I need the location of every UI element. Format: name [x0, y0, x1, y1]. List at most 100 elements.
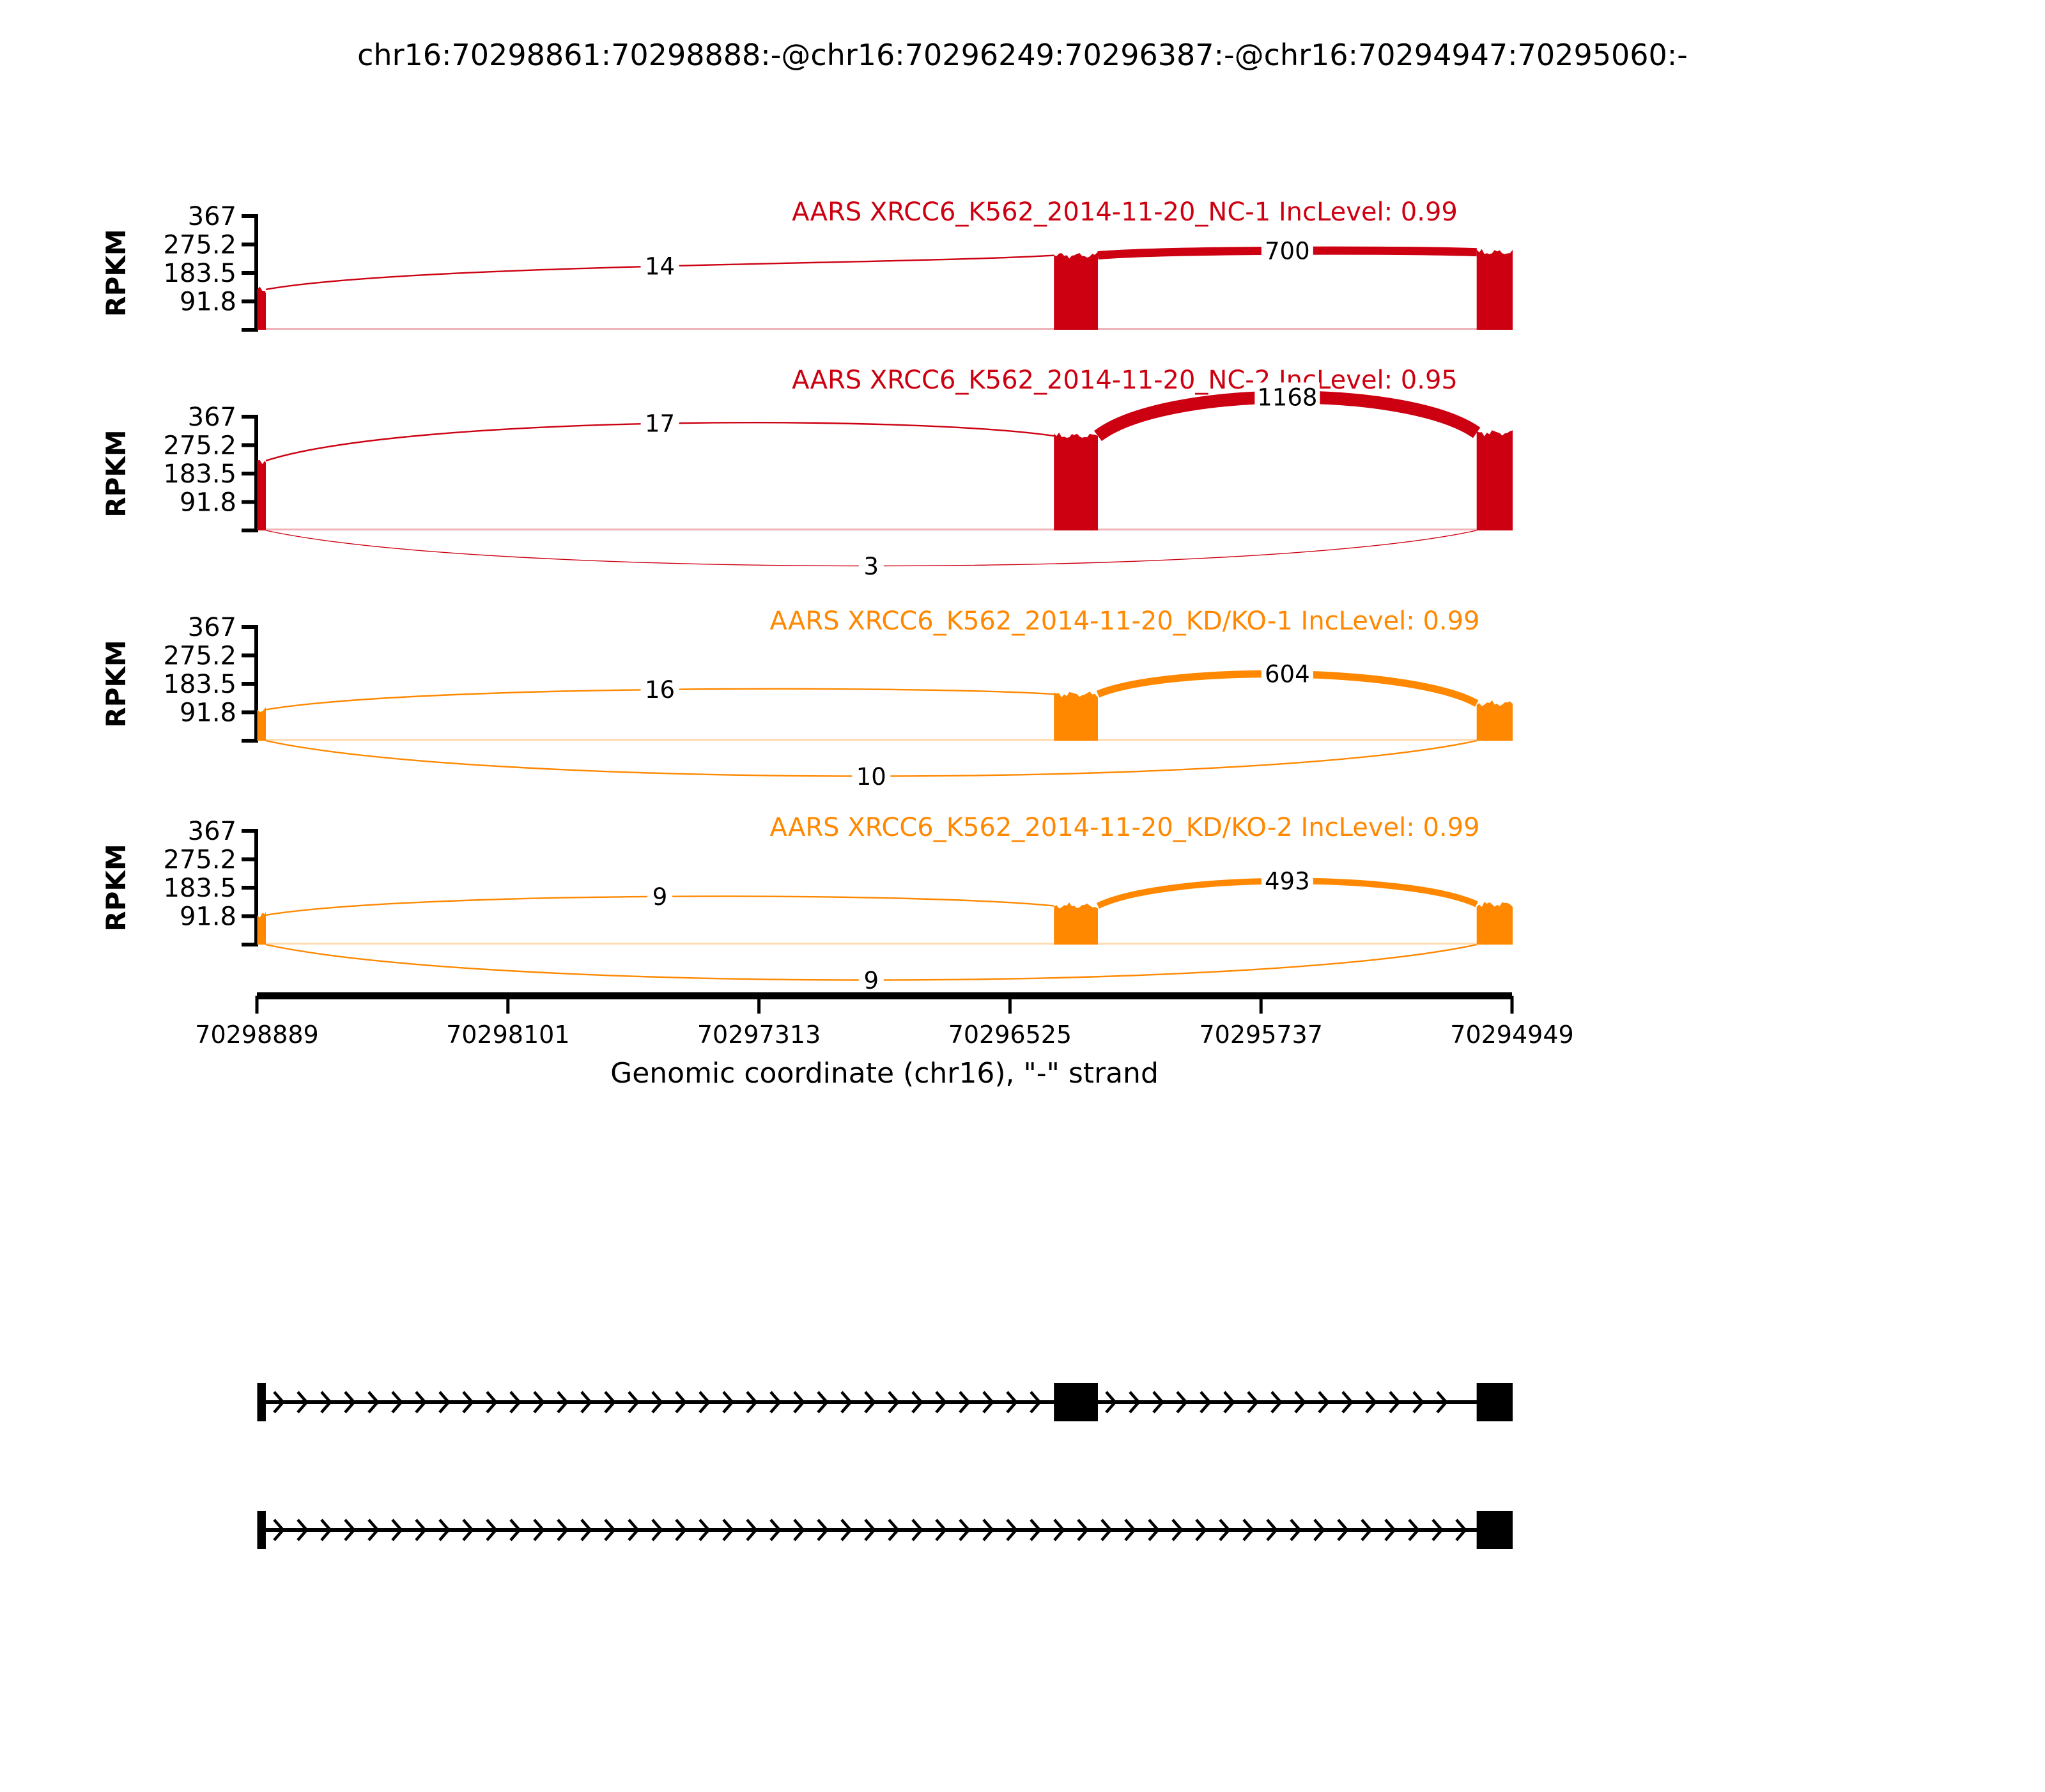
junction-count-label: 604 — [1265, 661, 1310, 688]
exon-coverage-upstream — [257, 911, 266, 945]
figure-title: chr16:70298861:70298888:-@chr16:70296249… — [357, 38, 1688, 72]
strand-arrow-icon — [1171, 1518, 1184, 1541]
intron-baseline-coverage — [257, 943, 1512, 945]
strand-arrow-icon — [1176, 1391, 1188, 1414]
junction-count-label-gap — [640, 408, 679, 438]
x-tick-label: 70298101 — [446, 1021, 569, 1049]
strand-arrow-icon — [769, 1518, 782, 1541]
strand-arrow-icon — [1270, 1391, 1283, 1414]
strand-arrow-icon — [1365, 1391, 1377, 1414]
junction-count-label-gap — [1261, 659, 1313, 689]
strand-arrow-icon — [911, 1518, 923, 1541]
strand-arrow-icon — [1247, 1391, 1259, 1414]
strand-arrow-icon — [509, 1518, 521, 1541]
strand-arrow-icon — [1129, 1391, 1141, 1414]
track-title: AARS XRCC6_K562_2014-11-20_NC-2 IncLevel… — [792, 366, 1458, 395]
strand-arrow-icon — [1006, 1391, 1018, 1414]
strand-arrow-icon — [1077, 1518, 1089, 1541]
strand-arrow-icon — [462, 1518, 474, 1541]
strand-arrow-icon — [1223, 1391, 1235, 1414]
strand-arrow-icon — [604, 1391, 616, 1414]
junction-count-label: 16 — [645, 676, 675, 704]
strand-arrow-icon — [935, 1518, 947, 1541]
strand-arrow-icon — [580, 1391, 592, 1414]
exon-coverage-skipped — [1054, 432, 1098, 530]
x-tick-label: 70298889 — [195, 1021, 318, 1049]
isoform-structure-diagrams — [257, 1383, 1513, 1549]
junction-count-label: 3 — [864, 553, 879, 580]
strand-arrow-icon — [1408, 1518, 1420, 1541]
junction-count-label-gap — [1261, 236, 1313, 266]
x-axis: 70298889 70298101 70297313 70296525 70295737… — [195, 992, 1574, 1090]
strand-arrow-icon — [1294, 1391, 1306, 1414]
track-title: AARS XRCC6_K562_2014-11-20_KD/KO-2 IncLe… — [769, 813, 1479, 842]
skipping-isoform — [257, 1511, 1513, 1549]
junction-count-label: 17 — [645, 410, 675, 438]
strand-arrow-icon — [297, 1518, 309, 1541]
strand-arrow-icon — [628, 1518, 640, 1541]
strand-arrow-icon — [557, 1391, 569, 1414]
junction-count-label: 493 — [1265, 868, 1310, 895]
junction-count-label: 10 — [856, 763, 886, 791]
x-axis-title: Genomic coordinate (chr16), "-" strand — [610, 1057, 1159, 1090]
strand-arrow-icon — [1148, 1518, 1160, 1541]
y-tick-label: 367 — [188, 202, 236, 231]
strand-arrow-icon — [1436, 1391, 1448, 1414]
strand-arrow-icon — [1266, 1518, 1278, 1541]
strand-arrow-icon — [1195, 1518, 1207, 1541]
strand-arrow-icon — [1341, 1391, 1354, 1414]
exon-coverage-downstream — [1476, 429, 1513, 530]
strand-arrow-icon — [935, 1391, 947, 1414]
exon-coverage-downstream — [1476, 902, 1513, 945]
strand-arrow-icon — [297, 1391, 309, 1414]
strand-arrow-icon — [722, 1391, 734, 1414]
x-tick-label: 70294949 — [1450, 1021, 1573, 1049]
strand-arrow-icon — [1412, 1391, 1424, 1414]
exon-coverage-upstream — [257, 460, 266, 530]
strand-arrow-icon — [1313, 1518, 1325, 1541]
strand-arrow-icon — [698, 1518, 711, 1541]
junction-count-label-gap — [1261, 866, 1313, 896]
y-axis — [242, 214, 258, 332]
y-tick-label: 367 — [188, 817, 236, 846]
exon-coverage-skipped — [1054, 252, 1098, 330]
junction-count-label-gap — [852, 762, 891, 791]
y-tick-label: 183.5 — [163, 460, 236, 489]
strand-arrow-icon — [344, 1518, 356, 1541]
intron-baseline-coverage — [257, 328, 1512, 330]
y-tick-label: 275.2 — [163, 231, 236, 260]
strand-arrow-icon — [1432, 1518, 1444, 1541]
strand-arrow-icon — [580, 1518, 592, 1541]
exon-coverage-upstream — [257, 707, 266, 741]
strand-arrow-icon — [320, 1391, 332, 1414]
strand-arrow-icon — [698, 1391, 711, 1414]
strand-arrow-icon — [1030, 1518, 1042, 1541]
junction-count-label-gap — [1254, 382, 1320, 412]
y-tick-label: 91.8 — [180, 902, 236, 931]
strand-arrow-icon — [367, 1518, 380, 1541]
strand-arrow-icon — [628, 1391, 640, 1414]
strand-arrow-icon — [864, 1391, 876, 1414]
strand-arrow-icon — [604, 1518, 616, 1541]
inclusion-isoform — [257, 1383, 1513, 1421]
strand-arrow-icon — [864, 1518, 876, 1541]
strand-arrow-icon — [722, 1518, 734, 1541]
y-axis-title: RPKM — [100, 229, 132, 316]
strand-arrow-icon — [1337, 1518, 1349, 1541]
intron-baseline-coverage — [257, 739, 1512, 741]
isoform-exon-skipped — [1054, 1383, 1098, 1421]
exon-coverage-skipped — [1054, 691, 1098, 741]
strand-arrow-icon — [557, 1518, 569, 1541]
strand-arrow-icon — [273, 1518, 285, 1541]
intron-baseline-coverage — [257, 529, 1512, 530]
strand-arrow-icon — [959, 1518, 971, 1541]
strand-arrow-icon — [509, 1391, 521, 1414]
strand-arrow-icon — [746, 1391, 758, 1414]
junction-count-label-gap — [858, 552, 884, 581]
strand-arrow-icon — [1200, 1391, 1212, 1414]
y-axis — [242, 829, 258, 946]
strand-arrow-icon — [1006, 1518, 1018, 1541]
